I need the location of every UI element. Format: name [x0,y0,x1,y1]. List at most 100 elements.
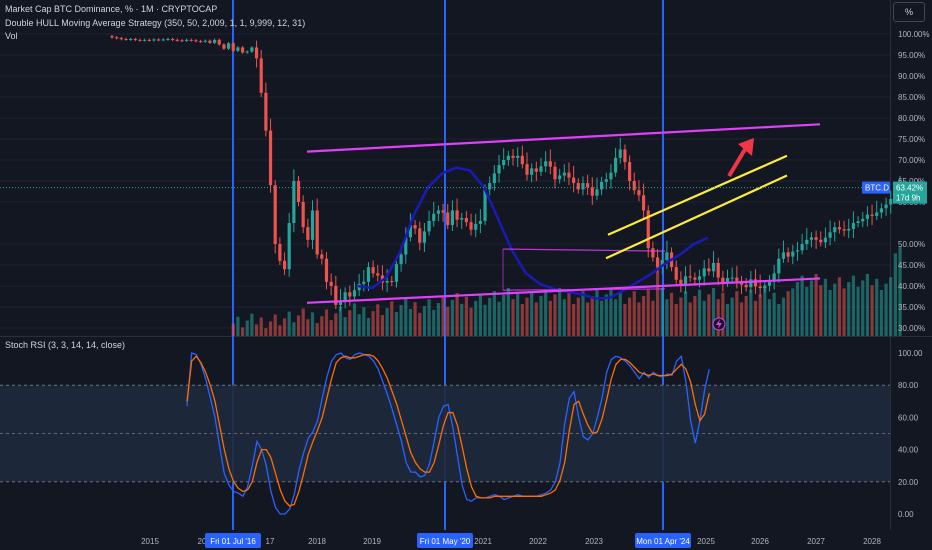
volume-bar [273,314,277,336]
volume-bar [875,278,879,336]
rsi-title[interactable]: Stoch RSI (3, 3, 14, 14, close) [5,340,126,350]
time-tick-label: 2018 [308,537,326,546]
rsi-axis[interactable]: 100.00 80.00 60.00 40.00 20.00 0.00 [898,349,923,519]
time-tick-label: 2019 [363,537,381,546]
candle-body [641,195,646,211]
volume-bar [259,317,263,336]
candle-body [413,225,417,229]
volume-bar [553,294,557,336]
candle-body [115,37,119,39]
rsi-tick-label: 100.00 [898,349,923,358]
volume-bar [348,310,352,336]
volume-bar [352,303,357,336]
volume-bar [609,288,613,336]
volume-bar [520,304,524,336]
volume-bar [721,292,725,336]
candle-body [875,212,879,216]
countdown-label: 17d 9h [896,194,920,203]
candle-body [226,43,231,49]
candle-body [707,268,711,272]
volume-bar [558,288,562,336]
candle-body [623,149,627,163]
candle-body [110,36,114,38]
last-value-tag [893,181,927,204]
candle-body [259,58,263,93]
candle-body [823,237,828,243]
candle-body [814,237,818,240]
volume-bar [385,308,389,336]
volume-bar [646,289,650,336]
volume-bar [753,300,758,336]
volume-bar [898,247,902,336]
volume-bar [833,283,837,336]
candle-body [366,267,371,282]
volume-bar [800,275,804,336]
date-marker-label: Mon 01 Apr '24 [636,537,690,546]
candle-body [520,155,524,165]
candle-body [450,210,454,226]
candle-body [492,173,496,184]
candle-body [544,161,548,167]
candle-body [809,237,814,240]
candle-body [502,160,506,166]
scale-mode-button[interactable]: % [893,2,925,22]
candle-body [753,279,758,287]
candle-body [282,260,287,270]
candle-body [567,172,571,178]
volume-bar [627,297,632,336]
candle-body [865,214,870,219]
candle-body [194,40,198,42]
volume-bar [301,308,305,336]
candle-body [683,276,688,285]
volume-bar [707,294,711,336]
candle-body [651,248,655,258]
volume-legend[interactable]: Vol [5,31,18,41]
volume-bar [847,282,851,336]
candle-body [721,277,725,283]
candle-body [660,259,664,267]
volume-bar [632,291,636,336]
volume-bar [805,286,809,336]
candle-body [245,51,249,53]
candle-body [725,278,730,283]
volume-bar [488,297,492,336]
volume-bar [697,289,702,336]
time-axis[interactable]: 2015 20 17 2018 2019 2021 2022 2023 2025 2026 2027… [141,537,881,546]
pane-divider [0,336,932,337]
date-markers: Fri 01 Jul '16 Fri 01 May '20 Mon 01 Apr '… [205,533,691,548]
volume-bar [357,314,361,336]
volume-bar [492,291,496,336]
candle-body [418,228,422,243]
flash-icon[interactable] [712,317,726,331]
time-tick-label: 20 [198,537,207,546]
candle-body [324,258,329,282]
volume-bar [427,299,431,336]
volume-bar [338,306,343,336]
candle-body [408,225,413,238]
strategy-legend[interactable]: Double HULL Moving Average Strategy (350… [5,18,306,28]
volume-bar [688,302,692,336]
candle-body [390,280,394,282]
price-tick-label: 80.00% [898,114,925,123]
volume-bar [287,311,291,336]
price-tick-label: 70.00% [898,156,925,165]
candle-body [334,286,338,305]
candle-body [385,280,389,283]
price-axis[interactable]: 100.00% 95.00% 90.00% 85.00% 80.00% 75.00% 70.… [862,30,930,333]
candle-body [828,232,832,238]
candle-body [530,168,534,175]
volume-bar [320,316,324,336]
candle-body [674,267,678,280]
volume-bar [651,300,655,336]
candle-body [786,252,790,257]
volume-bar [231,323,235,336]
candle-body [655,257,660,267]
last-value-label: 63.42% [896,184,923,193]
volume-bar [516,292,520,336]
volume-bar [394,312,399,336]
candle-body [842,229,846,231]
candle-body [198,41,203,43]
candle-body [693,277,697,280]
candle-body [306,227,310,240]
